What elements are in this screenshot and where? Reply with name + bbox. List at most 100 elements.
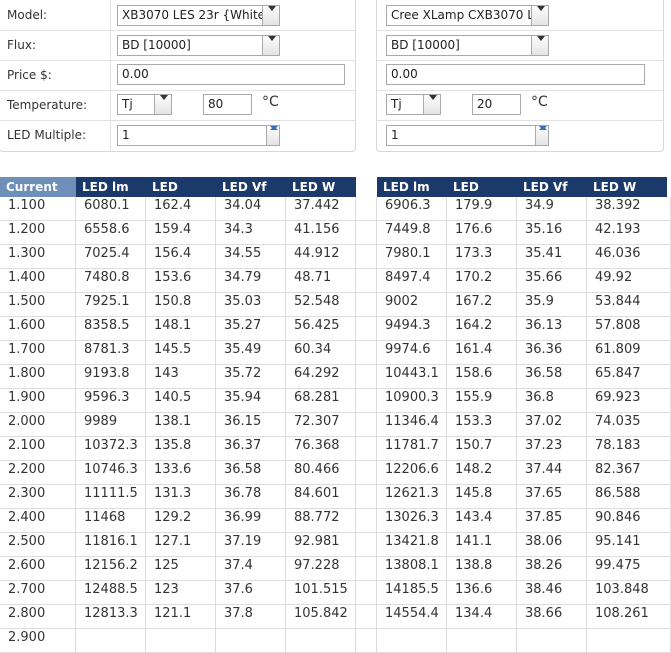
table-cell: 35.66 [517,269,587,293]
select-text: Tj [391,97,402,111]
table-cell: 38.66 [517,605,587,629]
table-cell: 92.981 [286,533,356,557]
table-cell: 97.228 [286,557,356,581]
table-cell: 2.300 [0,485,76,509]
dropdown-button[interactable] [262,36,279,55]
select-text: Tj [122,97,133,111]
table-cell: 155.9 [447,389,517,413]
column-header: LED Vf [517,177,587,197]
table-cell: 84.601 [286,485,356,509]
spin-buttons[interactable] [535,126,548,145]
flux-select[interactable]: BD [10000] [386,35,549,56]
table-cell: 11111.5 [76,485,146,509]
dropdown-button[interactable] [423,95,440,114]
table-cell: 1.700 [0,341,76,365]
arrow [537,36,545,41]
table-cell: 11816.1 [76,533,146,557]
temp-unit: °C [262,94,279,110]
spin-buttons[interactable] [266,126,279,145]
column-header: LED lm [76,177,146,197]
table-cell: 153.3 [447,413,517,437]
empty-cell [356,437,377,461]
empty-cell [76,629,146,653]
spinner-text: 1 [122,128,130,142]
table-cell: 56.425 [286,317,356,341]
table-cell: 167.2 [447,293,517,317]
table-cell: 86.588 [587,485,671,509]
column-header: LED W [587,177,667,197]
empty-cell [356,605,377,629]
temp-input[interactable]: 20 [472,94,521,115]
dropdown-button[interactable] [531,36,548,55]
table-cell: 145.5 [146,341,216,365]
table-cell: 12488.5 [76,581,146,605]
table-cell: 2.600 [0,557,76,581]
empty-cell [356,629,377,653]
table-cell: 74.035 [587,413,671,437]
spin-down[interactable] [270,126,278,130]
empty-cell [447,629,517,653]
model-select[interactable]: XB3070 LES 23r {White} [117,5,280,26]
table-cell: 52.548 [286,293,356,317]
column-header: Current [0,177,76,197]
spinner[interactable]: 1 [386,125,549,146]
table-cell: 7480.8 [76,269,146,293]
arrow [429,95,437,100]
table-cell: 48.71 [286,269,356,293]
flux-select[interactable]: BD [10000] [117,35,280,56]
arrow [537,6,545,11]
table-cell: 2.900 [0,629,76,653]
select-text: XB3070 LES 23r {White} [122,8,273,22]
table-cell: 37.4 [216,557,286,581]
table-cell: 37.442 [286,197,356,221]
table-cell: 7925.1 [76,293,146,317]
table-cell: 10900.3 [377,389,447,413]
table-cell: 11781.7 [377,437,447,461]
arrow [268,36,276,41]
empty-cell [356,557,377,581]
empty-cell [356,389,377,413]
select-text: BD [10000] [391,38,460,52]
table-cell: 65.847 [587,365,671,389]
table-cell: 105.842 [286,605,356,629]
table-cell: 35.16 [517,221,587,245]
table-cell: 9002 [377,293,447,317]
table-cell: 42.193 [587,221,671,245]
spinner[interactable]: 1 [117,125,280,146]
price-input[interactable]: 0.00 [386,64,645,85]
table-cell: 37.44 [517,461,587,485]
field-label: Temperature: [7,98,88,112]
table-cell: 68.281 [286,389,356,413]
table-cell: 1.500 [0,293,76,317]
table-cell: 49.92 [587,269,671,293]
table-cell: 41.156 [286,221,356,245]
table-cell: 143.4 [447,509,517,533]
temp-input[interactable]: 80 [203,94,252,115]
table-cell: 36.58 [517,365,587,389]
table-cell: 35.9 [517,293,587,317]
table-cell: 131.3 [146,485,216,509]
row-separator [377,60,663,61]
model-select[interactable]: Cree XLamp CXB3070 LES [386,5,549,26]
table-cell: 35.27 [216,317,286,341]
table-cell: 38.06 [517,533,587,557]
table-cell: 69.923 [587,389,671,413]
dropdown-button[interactable] [154,95,171,114]
spin-down[interactable] [539,126,547,130]
table-cell: 1.100 [0,197,76,221]
dropdown-button[interactable] [262,6,279,25]
temp-type-select[interactable]: Tj [386,94,441,115]
table-cell: 11468 [76,509,146,533]
table-cell: 7980.1 [377,245,447,269]
dropdown-button[interactable] [531,6,548,25]
select-text: BD [10000] [122,38,191,52]
table-cell: 103.848 [587,581,671,605]
temp-type-select[interactable]: Tj [117,94,172,115]
empty-cell [587,629,671,653]
table-cell: 36.58 [216,461,286,485]
table-cell: 38.26 [517,557,587,581]
table-cell: 8781.3 [76,341,146,365]
price-input[interactable]: 0.00 [117,64,345,85]
table-cell: 148.1 [146,317,216,341]
table-cell: 14185.5 [377,581,447,605]
